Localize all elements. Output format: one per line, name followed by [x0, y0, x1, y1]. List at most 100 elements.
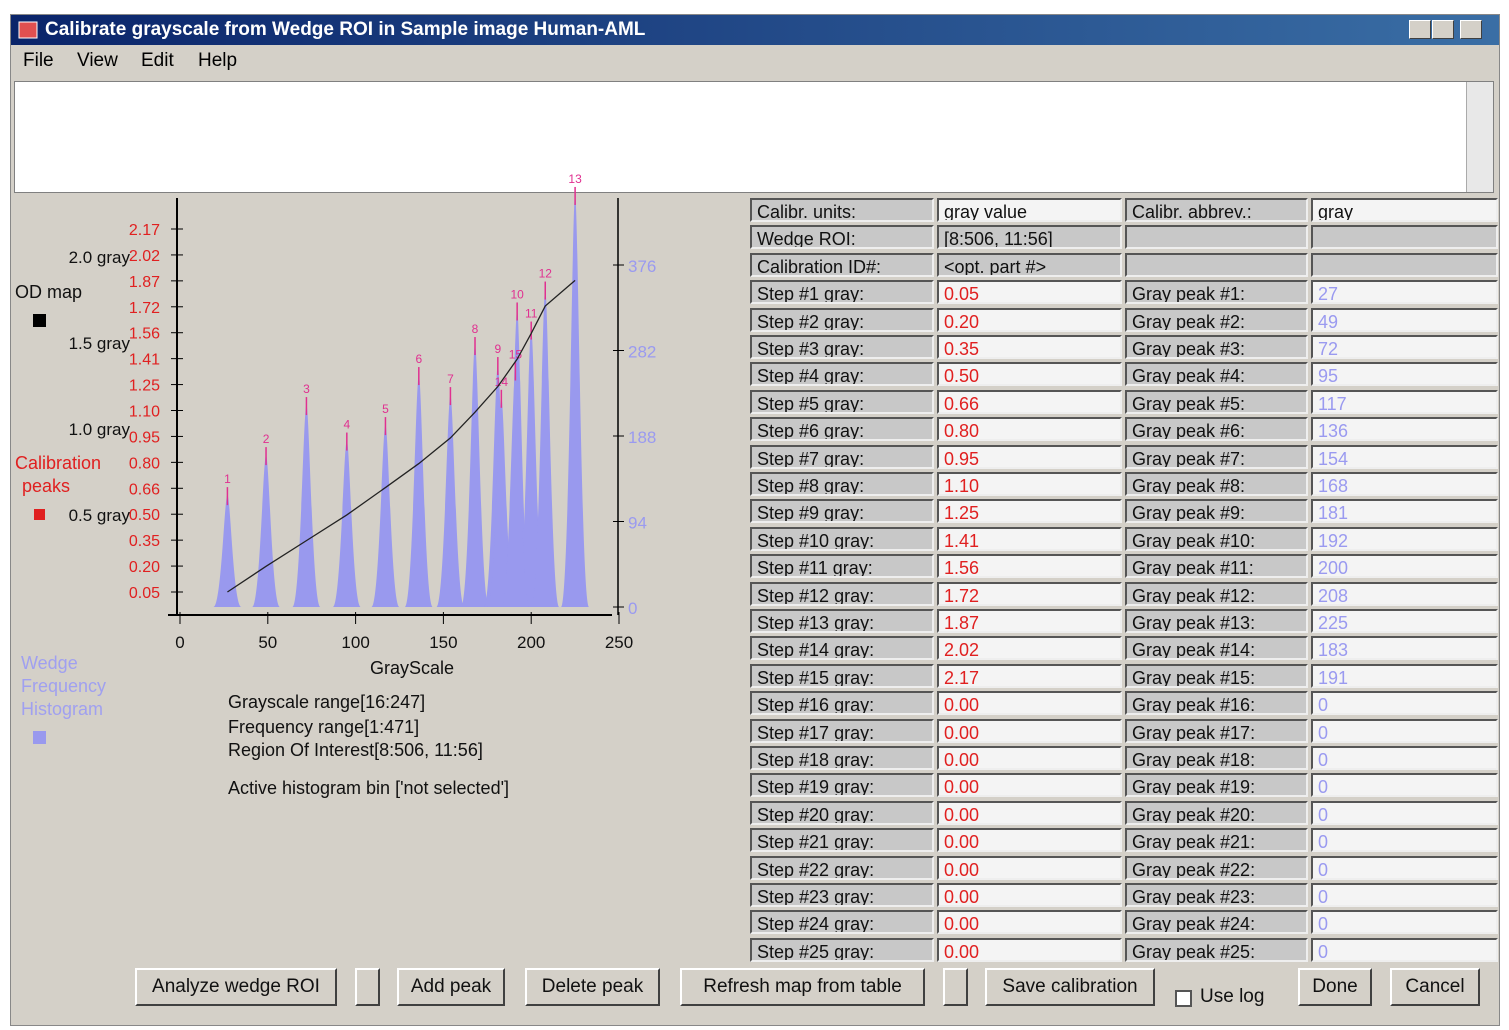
table-value[interactable]: 0.00: [937, 691, 1122, 716]
button[interactable]: Add peak: [397, 968, 505, 1006]
close-button[interactable]: [1460, 20, 1482, 39]
window-title: Calibrate grayscale from Wedge ROI in Sa…: [45, 19, 646, 40]
table-value[interactable]: 0.80: [937, 417, 1122, 442]
menu-item[interactable]: View: [77, 50, 118, 71]
table-label: Gray peak #15:: [1125, 663, 1308, 688]
table-value[interactable]: 183: [1311, 636, 1498, 661]
table-value[interactable]: 0: [1311, 691, 1498, 716]
table-label: Calibr. abbrev.:: [1125, 198, 1308, 222]
table-label: Step #24 gray:: [750, 910, 934, 935]
table-label: Step #1 gray:: [750, 280, 934, 305]
table-value[interactable]: 0: [1311, 773, 1498, 798]
table-value[interactable]: 0.00: [937, 910, 1122, 935]
button[interactable]: Analyze wedge ROI: [135, 968, 337, 1006]
table-value[interactable]: 0: [1311, 937, 1498, 962]
table-label: Step #16 gray:: [750, 691, 934, 716]
table-value[interactable]: 0.50: [937, 362, 1122, 387]
table-value[interactable]: 191: [1311, 663, 1498, 688]
table-value[interactable]: 154: [1311, 444, 1498, 469]
table-value[interactable]: gray: [1311, 198, 1498, 222]
title-bar: Calibrate grayscale from Wedge ROI in Sa…: [11, 15, 1499, 45]
table-label: Step #10 gray:: [750, 526, 934, 551]
table-value[interactable]: 0: [1311, 718, 1498, 743]
table-label: Step #15 gray:: [750, 663, 934, 688]
table-label: Step #11 gray:: [750, 554, 934, 579]
button[interactable]: Done: [1298, 968, 1372, 1006]
table-label: Step #5 gray:: [750, 389, 934, 414]
button[interactable]: Cancel: [1390, 968, 1480, 1006]
table-value[interactable]: 0.05: [937, 280, 1122, 305]
table-value[interactable]: 0.95: [937, 444, 1122, 469]
table-value[interactable]: 1.25: [937, 499, 1122, 524]
table-value[interactable]: 95: [1311, 362, 1498, 387]
minimize-button[interactable]: [1409, 20, 1431, 39]
table-value[interactable]: 49: [1311, 307, 1498, 332]
table-value[interactable]: 1.41: [937, 526, 1122, 551]
table-label: Gray peak #3:: [1125, 335, 1308, 359]
menu-item[interactable]: File: [23, 50, 54, 71]
table-label: [1125, 225, 1308, 250]
table-label: Gray peak #23:: [1125, 883, 1308, 907]
table-value[interactable]: 72: [1311, 335, 1498, 359]
menu-item[interactable]: Help: [198, 50, 238, 71]
table-label: Step #22 gray:: [750, 855, 934, 880]
table-value[interactable]: 1.56: [937, 554, 1122, 579]
table-value[interactable]: 27: [1311, 280, 1498, 305]
menu-bar: File View Edit Help: [11, 47, 1499, 75]
table-value[interactable]: 208: [1311, 581, 1498, 606]
table-value[interactable]: 0: [1311, 746, 1498, 770]
table-value[interactable]: 117: [1311, 389, 1498, 414]
maximize-button[interactable]: [1432, 20, 1454, 39]
table-value[interactable]: 1.87: [937, 609, 1122, 633]
table-label: Gray peak #1:: [1125, 280, 1308, 305]
table-value[interactable]: 0.35: [937, 335, 1122, 359]
table-label: Gray peak #19:: [1125, 773, 1308, 798]
table-value[interactable]: 225: [1311, 609, 1498, 633]
table-value[interactable]: 0.00: [937, 883, 1122, 907]
button[interactable]: Refresh map from table: [680, 968, 925, 1006]
table-value[interactable]: 1.72: [937, 581, 1122, 606]
table-value[interactable]: 0: [1311, 828, 1498, 853]
table-value[interactable]: 0: [1311, 883, 1498, 907]
table-value[interactable]: 0.00: [937, 718, 1122, 743]
table-value[interactable]: 168: [1311, 472, 1498, 496]
spacer: [943, 968, 968, 1006]
table-value[interactable]: 0.20: [937, 307, 1122, 332]
table-value[interactable]: 200: [1311, 554, 1498, 579]
table-value[interactable]: 192: [1311, 526, 1498, 551]
message-area[interactable]: [14, 81, 1494, 193]
table-label: Gray peak #4:: [1125, 362, 1308, 387]
table-value[interactable]: 0.00: [937, 855, 1122, 880]
checkbox-label[interactable]: Use log: [1200, 986, 1265, 1007]
table-label: Gray peak #16:: [1125, 691, 1308, 716]
table-label: Step #7 gray:: [750, 444, 934, 469]
scrollbar[interactable]: [1466, 82, 1493, 192]
table-value[interactable]: 1.10: [937, 472, 1122, 496]
table-value[interactable]: gray value: [937, 198, 1122, 222]
table-label: Gray peak #10:: [1125, 526, 1308, 551]
table-value[interactable]: 0.00: [937, 800, 1122, 825]
table-value[interactable]: 0.66: [937, 389, 1122, 414]
table-value[interactable]: 181: [1311, 499, 1498, 524]
table-label: Gray peak #21:: [1125, 828, 1308, 853]
table-label: Gray peak #9:: [1125, 499, 1308, 524]
table-value[interactable]: 0: [1311, 855, 1498, 880]
table-label: Gray peak #8:: [1125, 472, 1308, 496]
menu-item[interactable]: Edit: [141, 50, 174, 71]
table-value[interactable]: 2.17: [937, 663, 1122, 688]
table-label: Step #6 gray:: [750, 417, 934, 442]
table-value[interactable]: 0: [1311, 910, 1498, 935]
table-value[interactable]: 0.00: [937, 746, 1122, 770]
table-value[interactable]: 2.02: [937, 636, 1122, 661]
table-value[interactable]: 0.00: [937, 937, 1122, 962]
table-label: Step #20 gray:: [750, 800, 934, 825]
table-label: Gray peak #5:: [1125, 389, 1308, 414]
table-value[interactable]: 0: [1311, 800, 1498, 825]
table-value[interactable]: 0.00: [937, 773, 1122, 798]
button[interactable]: Delete peak: [525, 968, 660, 1006]
button[interactable]: Save calibration: [985, 968, 1155, 1006]
checkbox-box[interactable]: [1175, 990, 1192, 1007]
table-value[interactable]: 136: [1311, 417, 1498, 442]
table-value[interactable]: 0.00: [937, 828, 1122, 853]
